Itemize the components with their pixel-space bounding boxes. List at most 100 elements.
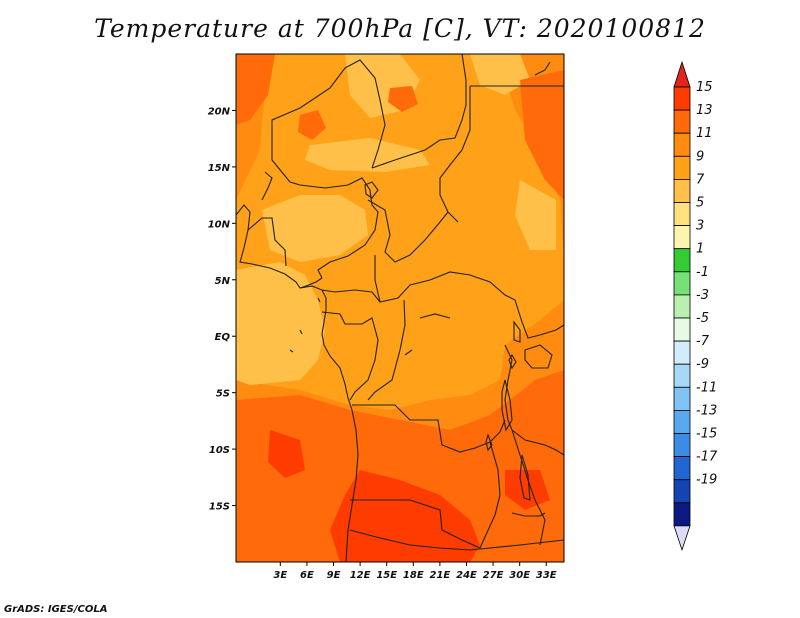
colorbar-label: 11: [696, 126, 713, 141]
field-red-orange-nw: [236, 54, 275, 125]
colorbar-band: [673, 363, 691, 388]
colorbar-label: 3: [696, 219, 704, 234]
border-coastline-west: [236, 204, 359, 562]
border-chad-south: [367, 199, 449, 263]
grads-credit: GrADS: IGES/COLA: [4, 604, 108, 615]
colorbar-label: -13: [696, 403, 717, 418]
colorbar-label: 5: [696, 196, 704, 211]
colorbar-label: 1: [696, 242, 704, 257]
colorbar-top-arrow: [673, 60, 691, 88]
colorbar-band: [673, 132, 691, 157]
colorbar-label: -1: [696, 265, 709, 280]
x-tick-label: 12E: [350, 570, 371, 581]
field-deep-red-south: [330, 470, 480, 562]
colorbar-band: [673, 456, 691, 481]
border-tanzania-south: [511, 429, 564, 456]
x-tick-label: 18E: [403, 570, 424, 581]
border-namibia: [349, 529, 564, 551]
border-uganda-kenya: [514, 299, 564, 339]
colorbar-label: -9: [696, 357, 709, 372]
field-light-orange-sahel: [305, 138, 430, 172]
border-coast-bight: [299, 277, 323, 289]
colorbar-label: -11: [696, 380, 717, 395]
y-tick-label: 5N: [215, 276, 231, 287]
colorbar-label: -15: [696, 427, 717, 442]
x-tick-label: 3E: [273, 570, 287, 581]
border-congo-river-dash-1: [419, 313, 451, 319]
x-axis-ticks: 3E 6E 9E 12E 15E 18E 21E 24E 27E 30E 33E: [273, 562, 557, 581]
y-tick-label: 5S: [216, 389, 230, 400]
x-tick-label: 33E: [536, 570, 557, 581]
field-red-orange-ne: [520, 70, 564, 200]
y-tick-label: 20N: [208, 106, 231, 117]
y-tick-label: EQ: [215, 332, 231, 343]
border-lake-tanganyika: [501, 379, 513, 432]
border-gulf-islands: [289, 297, 321, 353]
colorbar-label: -5: [696, 311, 709, 326]
map-frame: [235, 53, 565, 563]
y-axis-ticks: 20N 15N 10N 5N EQ 5S 10S 15S: [208, 106, 236, 513]
colorbar-label: -19: [696, 473, 717, 488]
colorbar-label: 7: [696, 172, 705, 187]
colorbar-label: -3: [696, 288, 709, 303]
border-drc-west: [367, 299, 406, 401]
x-tick-label: 24E: [456, 570, 477, 581]
field-red-orange-patch-1: [298, 110, 326, 140]
field-light-orange-west: [236, 262, 325, 385]
field-red-orange-south: [236, 370, 564, 562]
border-lake-malawi: [519, 454, 531, 501]
colorbar-band: [673, 109, 691, 134]
colorbar-band: [673, 248, 691, 273]
colorbar-label: -7: [696, 334, 710, 349]
field-red-orange-patch-2: [388, 86, 418, 112]
colorbar-band: [673, 433, 691, 458]
colorbar-band: [673, 409, 691, 434]
colorbar-label: 13: [696, 103, 713, 118]
colorbar-label: 15: [696, 80, 713, 95]
x-tick-label: 9E: [327, 570, 341, 581]
border-zambia-east: [479, 441, 501, 549]
border-congo-river-dash-2: [404, 349, 413, 356]
colorbar-label: -17: [696, 450, 718, 465]
border-sahara-north: [271, 59, 386, 169]
border-sudan-west: [439, 86, 471, 223]
colorbar-bottom-arrow: [673, 525, 691, 552]
y-tick-label: 15S: [209, 502, 230, 513]
border-car: [374, 255, 516, 303]
field-deep-red-east: [505, 470, 550, 510]
border-lake-kariba: [511, 512, 546, 517]
y-tick-label: 10N: [208, 219, 231, 230]
border-lake-mweru: [485, 433, 493, 452]
border-lake-victoria: [524, 344, 553, 369]
border-gabon-congo: [321, 311, 379, 401]
border-gulf-aden: [534, 61, 551, 76]
colorbar-label: 9: [696, 149, 704, 164]
colorbar-band: [673, 502, 691, 527]
country-borders: [236, 54, 564, 562]
border-burkina: [261, 171, 273, 201]
border-cameroon-south: [321, 289, 381, 303]
colorbar: 15 13 11 9 7 5 3 1 -1 -3 -5 -7 -9 -11 -13 -15 -17 -19: [673, 60, 718, 552]
x-tick-label: 15E: [376, 570, 397, 581]
border-niger-chad: [371, 54, 467, 169]
x-tick-label: 21E: [430, 570, 451, 581]
colorbar-band: [673, 317, 691, 342]
border-drc-south: [352, 404, 506, 453]
map-title: Temperature at 700hPa [C], VT: 202010081…: [94, 14, 706, 43]
colorbar-band: [673, 178, 691, 203]
colorbar-band: [673, 340, 691, 365]
y-tick-label: 10S: [209, 445, 230, 456]
field-light-orange-east: [515, 180, 556, 250]
border-angola-zambia: [350, 499, 481, 549]
x-tick-label: 27E: [483, 570, 504, 581]
border-lake-kivu: [508, 353, 517, 370]
border-lake-albert: [513, 320, 521, 343]
x-tick-label: 6E: [300, 570, 314, 581]
temperature-field: [236, 54, 564, 562]
field-light-orange-nigeria: [262, 195, 368, 262]
border-nigeria: [271, 159, 379, 279]
colorbar-band: [673, 86, 691, 111]
border-lake-chad: [364, 181, 379, 199]
colorbar-band: [673, 155, 691, 180]
